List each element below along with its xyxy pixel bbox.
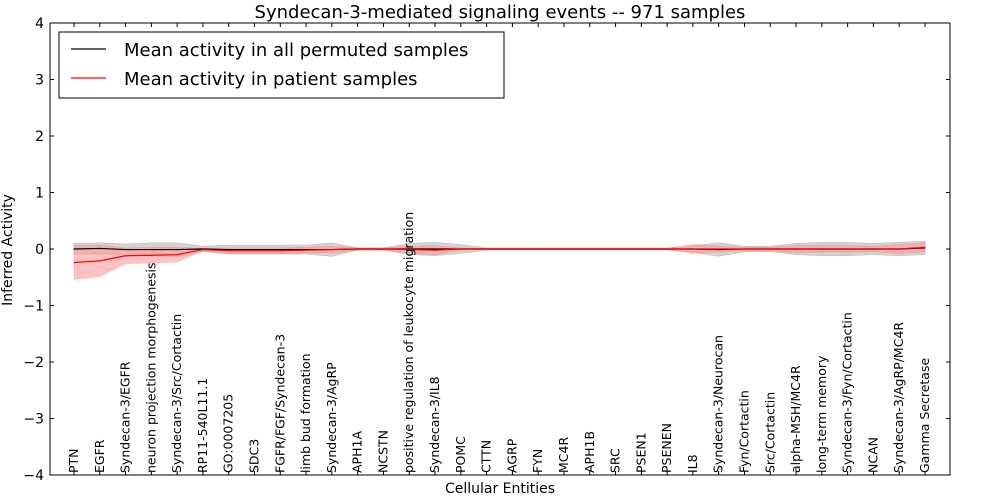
- y-tick-label: 0: [35, 242, 44, 258]
- x-tick-label: neuron projection morphogenesis: [143, 262, 158, 473]
- legend: Mean activity in all permuted samples Me…: [58, 31, 505, 99]
- x-tick-label: Gamma Secretase: [917, 358, 932, 473]
- y-axis-label: Inferred Activity: [0, 194, 16, 306]
- x-tick-label: FGFR/FGF/Syndecan-3: [272, 334, 287, 473]
- x-tick-label: Syndecan-3/Src/Cortactin: [169, 314, 184, 473]
- data-point-permuted: [73, 248, 75, 250]
- x-tick-label: Syndecan-3/Neurocan: [711, 335, 726, 473]
- x-tick-label: positive regulation of leukocyte migrati…: [401, 212, 416, 473]
- data-point-patient: [589, 248, 591, 250]
- data-point-patient: [150, 254, 152, 256]
- x-axis: PTN EGFR Syndecan-3/EGFR neuron projection …: [66, 23, 932, 475]
- data-point-permuted: [124, 248, 127, 251]
- data-point-patient: [537, 248, 539, 250]
- band-patient: [73, 242, 926, 280]
- data-point-patient: [99, 260, 101, 262]
- data-point-permuted: [279, 248, 281, 251]
- data-point-patient: [511, 248, 513, 250]
- y-tick-label: 1: [35, 186, 44, 202]
- data-point-patient: [743, 248, 746, 250]
- data-point-patient: [331, 248, 333, 251]
- data-point-patient: [279, 250, 281, 252]
- x-tick-label: SDC3: [247, 439, 262, 473]
- data-point-patient: [305, 249, 307, 251]
- x-tick-label: alpha-MSH/MC4R: [788, 365, 803, 473]
- data-point-patient: [769, 248, 771, 250]
- y-tick-label: 3: [35, 73, 44, 89]
- y-tick-label: −4: [23, 468, 44, 484]
- data-point-patient: [434, 249, 436, 251]
- data-point-permuted: [434, 248, 436, 250]
- data-point-permuted: [228, 248, 230, 251]
- x-tick-label: EGFR: [92, 439, 107, 473]
- legend-label-permuted: Mean activity in all permuted samples: [124, 40, 468, 61]
- data-point-patient: [382, 248, 385, 250]
- y-axis: −4 −3 −2 −1 0 1 2 3 4: [23, 16, 950, 484]
- y-tick-label: −2: [23, 355, 44, 371]
- data-point-patient: [614, 248, 617, 250]
- x-tick-label: Syndecan-3/AgRP: [324, 362, 339, 473]
- data-point-patient: [924, 246, 926, 248]
- x-tick-label: AGRP: [504, 438, 519, 473]
- data-point-patient: [847, 248, 849, 250]
- x-tick-label: Syndecan-3/EGFR: [118, 361, 133, 473]
- data-point-patient: [486, 248, 488, 250]
- data-point-patient: [718, 248, 720, 250]
- series-lines: [73, 246, 926, 264]
- data-point-patient: [666, 248, 668, 250]
- data-point-patient: [124, 255, 127, 257]
- data-point-patient: [253, 250, 256, 252]
- y-tick-label: 4: [35, 16, 44, 32]
- series-line-patient: [73, 246, 926, 264]
- x-tick-label: SRC: [608, 448, 623, 473]
- data-point-patient: [202, 248, 204, 251]
- x-tick-label: NCAN: [865, 437, 880, 473]
- x-tick-label: NCSTN: [375, 430, 390, 473]
- x-tick-label: PSENEN: [659, 423, 674, 473]
- data-point-patient: [563, 248, 565, 250]
- data-point-permuted: [150, 248, 152, 251]
- data-point-patient: [408, 248, 410, 251]
- x-tick-label: Fyn/Cortactin: [736, 390, 751, 473]
- data-point-patient: [73, 261, 75, 264]
- data-point-permuted: [176, 248, 178, 251]
- x-tick-label: FYN: [530, 449, 545, 473]
- x-tick-label: APH1B: [582, 431, 597, 473]
- data-point-patient: [821, 248, 823, 250]
- x-tick-label: IL8: [685, 454, 700, 473]
- data-point-patient: [357, 248, 359, 250]
- data-point-patient: [795, 248, 797, 250]
- x-tick-label: Src/Cortactin: [762, 392, 777, 473]
- data-point-patient: [228, 250, 230, 252]
- data-point-patient: [692, 248, 694, 250]
- data-point-patient: [176, 254, 178, 256]
- x-tick-label: PSEN1: [633, 432, 648, 473]
- chart-title: Syndecan-3-mediated signaling events -- …: [255, 2, 746, 23]
- x-tick-label: Syndecan-3/AgRP/MC4R: [891, 322, 906, 473]
- x-tick-label: Syndecan-3/Fyn/Cortactin: [840, 312, 855, 473]
- data-point-permuted: [253, 248, 256, 251]
- y-tick-label: 2: [35, 129, 44, 145]
- x-tick-label: MC4R: [556, 437, 571, 473]
- x-tick-label: limb bud formation: [298, 353, 313, 473]
- x-tick-label: RP11-540L11.1: [195, 378, 210, 473]
- x-tick-label: long-term memory: [814, 355, 829, 473]
- x-tick-label: Syndecan-3/IL8: [427, 376, 442, 473]
- legend-box: [58, 31, 505, 99]
- x-tick-label: GO:0007205: [221, 394, 236, 473]
- x-tick-label: POMC: [453, 436, 468, 473]
- x-tick-label: APH1A: [350, 431, 365, 473]
- data-point-patient: [898, 248, 900, 250]
- data-point-patient: [460, 248, 462, 250]
- x-tick-label: PTN: [66, 448, 81, 473]
- x-tick-label: CTTN: [479, 440, 494, 473]
- data-point-permuted: [99, 247, 101, 250]
- legend-label-patient: Mean activity in patient samples: [124, 69, 418, 90]
- data-point-patient: [640, 248, 642, 250]
- y-tick-label: −3: [23, 412, 44, 428]
- x-axis-label: Cellular Entities: [445, 481, 555, 497]
- y-tick-label: −1: [23, 299, 44, 315]
- data-point-patient: [872, 248, 875, 250]
